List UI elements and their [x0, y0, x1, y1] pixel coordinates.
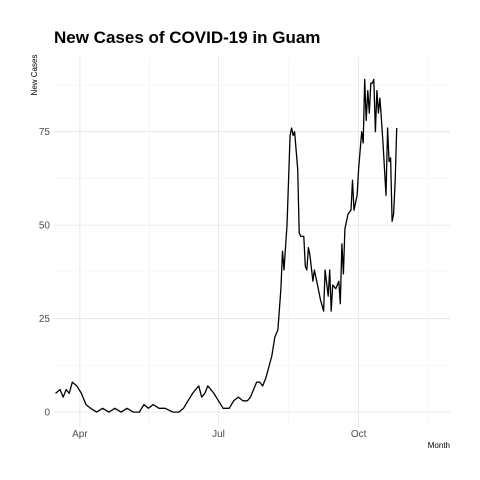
y-tick-label-0: 0	[44, 408, 50, 419]
y-tick-label-75: 75	[39, 127, 51, 138]
x-tick-label-oct: Oct	[351, 429, 367, 440]
y-axis-title: New Cases	[30, 55, 39, 96]
x-axis-title: Month	[428, 441, 450, 450]
x-tick-label-jul: Jul	[212, 429, 225, 440]
x-axis-tick-labels: Apr Jul Oct	[72, 429, 367, 440]
minor-gridlines-vertical	[148, 57, 429, 427]
major-gridlines-vertical	[79, 57, 360, 427]
y-tick-label-50: 50	[39, 221, 51, 232]
y-axis-tick-labels: 0 25 50 75	[39, 127, 51, 418]
chart-title: New Cases of COVID-19 in Guam	[54, 28, 320, 47]
minor-gridlines-horizontal	[54, 84, 450, 366]
x-tick-label-apr: Apr	[72, 429, 88, 440]
y-tick-label-25: 25	[39, 314, 51, 325]
new-cases-series-line	[55, 78, 398, 413]
